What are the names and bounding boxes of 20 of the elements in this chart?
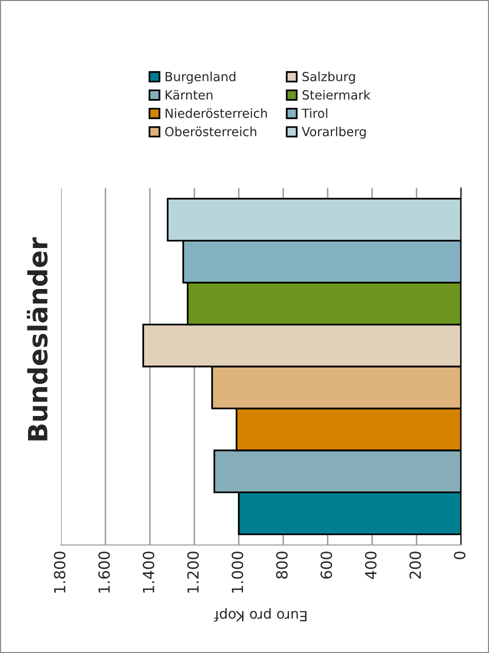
x-tick-label: 400: [364, 552, 377, 579]
legend-label: Burgenland: [166, 72, 236, 84]
legend-label: Salzburg: [302, 72, 355, 84]
x-tick-label: 200: [409, 552, 421, 579]
legend-label: Vorarlberg: [302, 126, 366, 139]
x-tick-label: 1.800: [54, 552, 66, 593]
legend-label: Tirol: [302, 108, 328, 118]
text: Bundesländer: [26, 237, 48, 440]
legend-label: Steiermark: [302, 90, 370, 100]
x-tick-label: 600: [320, 552, 332, 579]
legend-label: Oberösterreich: [165, 126, 256, 136]
x-tick-label: 1.600: [98, 552, 110, 593]
x-tick-label: 800: [276, 552, 288, 579]
x-axis-title: Euro pro Kopf: [214, 608, 306, 622]
legend-label: Kärnten: [166, 90, 212, 100]
legend-label: Niederösterreich: [166, 108, 267, 118]
x-tick-label: 0: [454, 552, 466, 560]
x-tick-label: 1.400: [142, 552, 154, 593]
x-tick-label: 1.200: [187, 552, 199, 593]
x-tick-label: 1.000: [232, 552, 244, 593]
